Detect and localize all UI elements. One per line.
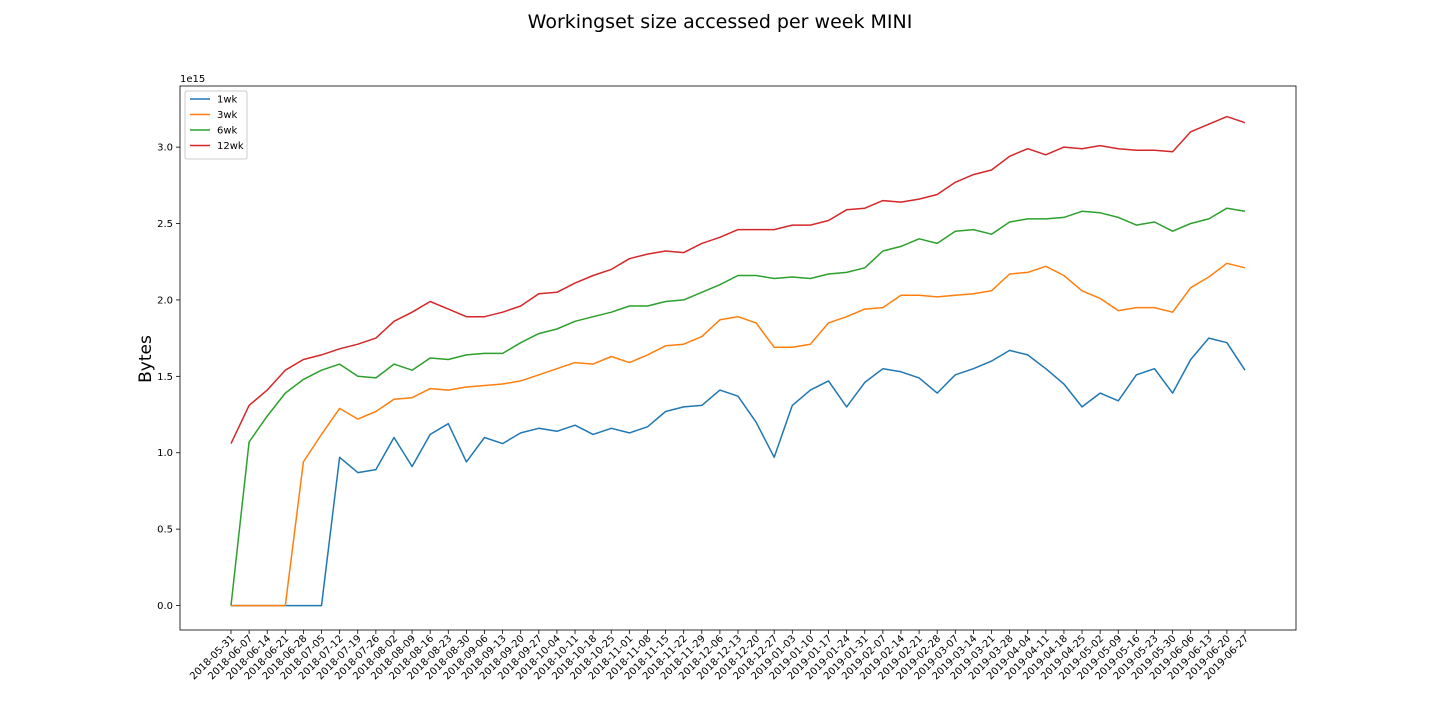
series-line-3wk <box>231 262 1246 607</box>
plot-frame <box>179 85 1297 631</box>
series-line-6wk <box>230 207 1246 606</box>
axis-ticks: 0.00.51.01.52.02.53.02018-05-312018-06-0… <box>157 143 1251 683</box>
y-offset-label: 1e15 <box>180 74 205 85</box>
y-tick-label: 2.5 <box>157 219 173 230</box>
y-tick-label: 1.5 <box>157 372 173 383</box>
plot-lines <box>230 115 1246 607</box>
y-tick-label: 3.0 <box>157 143 173 154</box>
legend-label: 3wk <box>217 110 238 121</box>
y-tick-label: 0.5 <box>157 525 173 536</box>
chart-title: Workingset size accessed per week MINI <box>528 11 913 33</box>
legend: 1wk 3wk 6wk 12wk <box>184 90 248 160</box>
y-tick-label: 1.0 <box>157 448 173 459</box>
legend-label: 12wk <box>217 141 244 152</box>
y-tick-label: 0.0 <box>157 601 173 612</box>
legend-box <box>184 90 248 160</box>
series-line-1wk <box>231 337 1246 607</box>
legend-label: 1wk <box>217 95 238 106</box>
series-line-12wk <box>230 115 1246 444</box>
y-tick-label: 2.0 <box>157 295 173 306</box>
legend-label: 6wk <box>217 126 238 137</box>
y-axis-label: Bytes <box>136 335 156 383</box>
